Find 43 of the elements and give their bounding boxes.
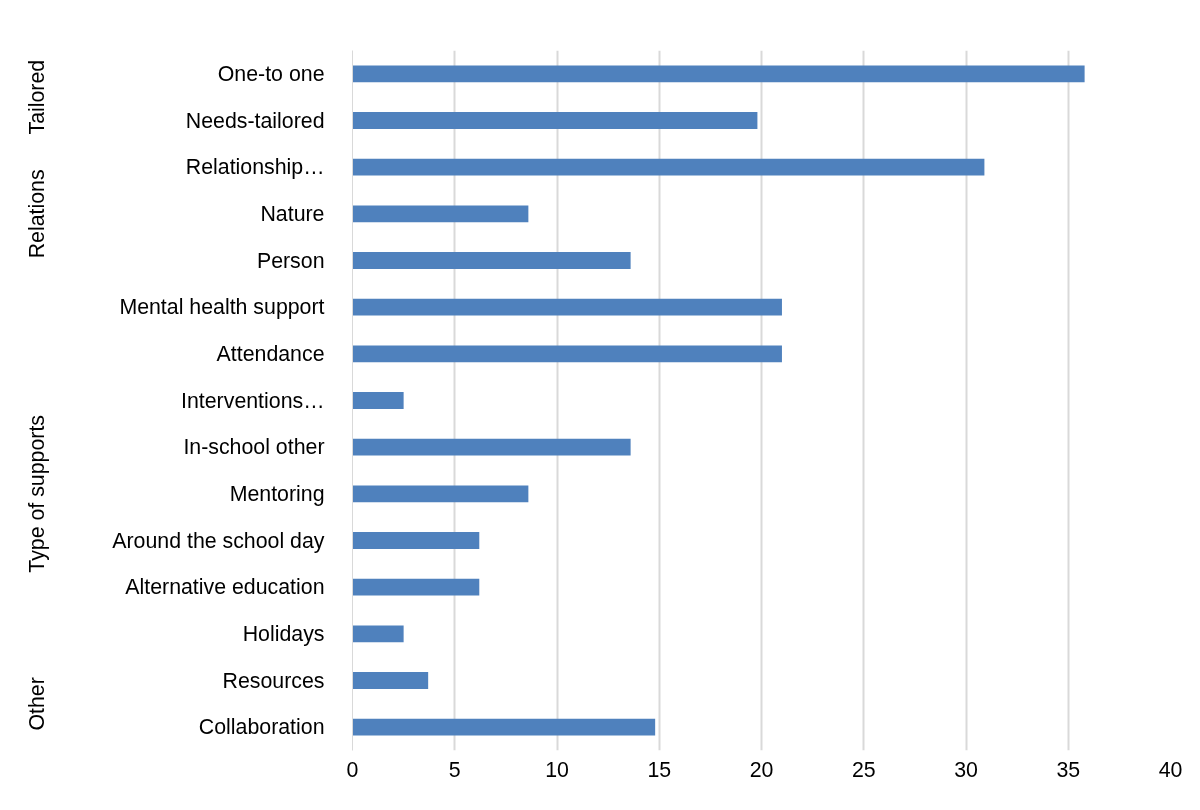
text: Type of supports bbox=[24, 414, 49, 573]
y-tick-label: Alternative education bbox=[125, 575, 325, 600]
y-tick-label: Mentoring bbox=[229, 481, 325, 506]
bar bbox=[352, 718, 656, 736]
bar bbox=[352, 578, 480, 596]
text: Relations bbox=[24, 169, 49, 259]
y-tick-label: Mental health support bbox=[119, 295, 325, 320]
bar bbox=[352, 672, 429, 689]
y-tick-label: Interventions… bbox=[181, 388, 325, 413]
bar bbox=[352, 625, 404, 643]
y-tick-label: One-to one bbox=[217, 61, 325, 86]
bar bbox=[352, 485, 529, 503]
x-tick-label: 20 bbox=[749, 757, 774, 782]
y-tick-label: Nature bbox=[260, 201, 325, 226]
y-tick-label: Holidays bbox=[242, 621, 325, 646]
x-tick-label: 30 bbox=[954, 757, 978, 782]
y-tick-label: Person bbox=[256, 248, 325, 273]
bar bbox=[352, 438, 631, 456]
bar bbox=[352, 158, 985, 176]
bar bbox=[352, 205, 529, 223]
y-tick-label: In-school other bbox=[183, 435, 325, 460]
bar bbox=[352, 65, 1085, 83]
x-tick-label: 15 bbox=[647, 757, 672, 782]
x-tick-label: 0 bbox=[346, 757, 359, 782]
y-tick-label: Relationship… bbox=[185, 155, 325, 180]
x-tick-label: 10 bbox=[545, 757, 569, 782]
x-tick-label: 25 bbox=[851, 757, 876, 782]
y-tick-label: Collaboration bbox=[198, 715, 325, 740]
x-tick-label: 5 bbox=[448, 757, 461, 782]
y-tick-label: Needs-tailored bbox=[185, 108, 325, 133]
x-tick-label: 40 bbox=[1158, 757, 1183, 782]
bar bbox=[352, 392, 404, 409]
x-tick-label: 35 bbox=[1056, 757, 1081, 782]
y-tick-label: Around the school day bbox=[112, 528, 325, 553]
bar bbox=[352, 112, 758, 129]
y-tick-label: Resources bbox=[222, 668, 325, 693]
bar bbox=[352, 252, 631, 269]
bar bbox=[352, 298, 782, 316]
text: Tailored bbox=[24, 59, 49, 135]
y-tick-label: Attendance bbox=[216, 341, 325, 366]
text: Other bbox=[24, 677, 49, 731]
bar bbox=[352, 532, 480, 549]
bar bbox=[352, 345, 782, 363]
